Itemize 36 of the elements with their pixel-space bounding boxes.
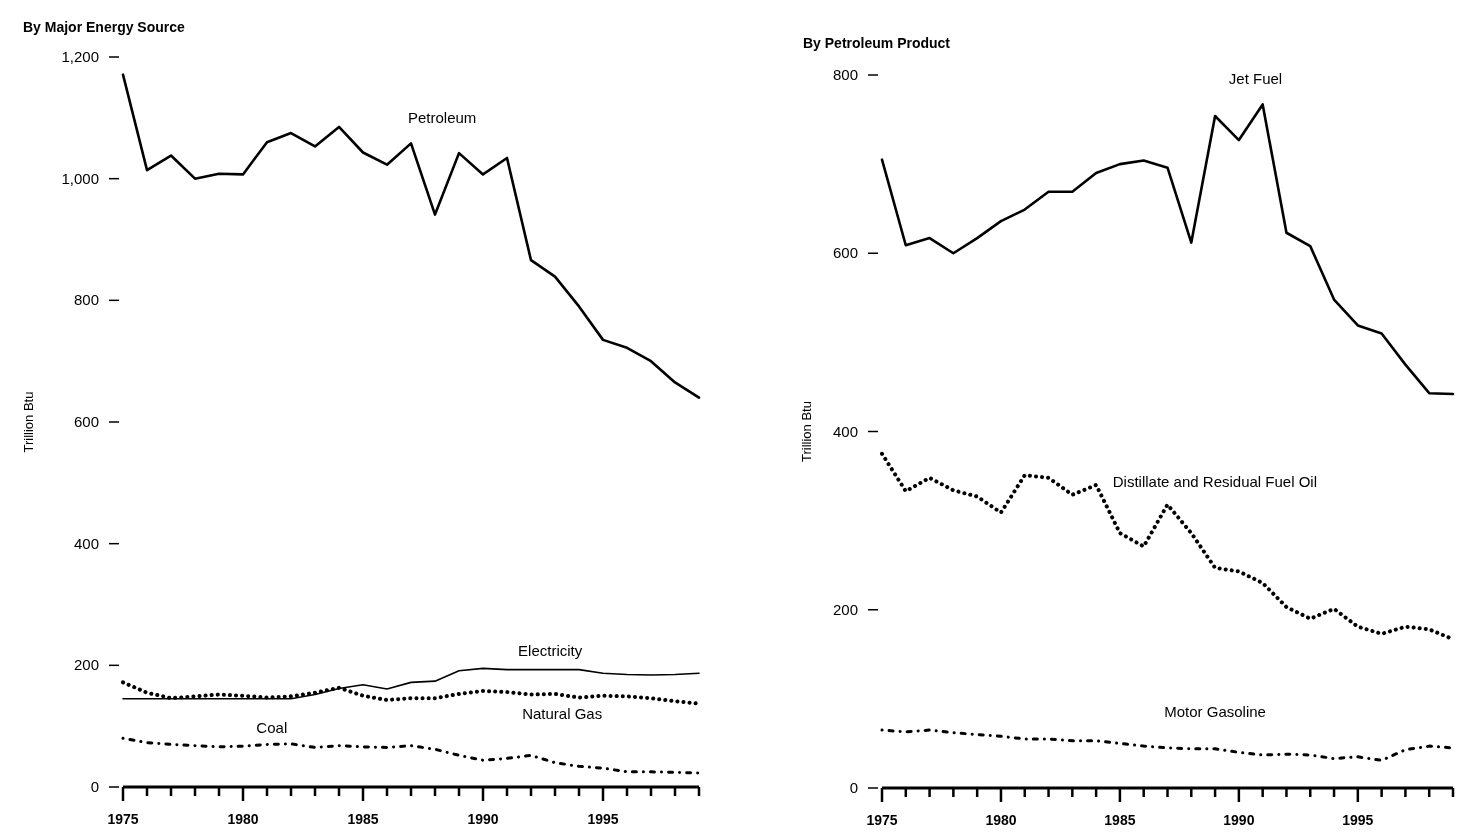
y-tick-label: 600 [832, 244, 858, 262]
series-label: Petroleum [408, 108, 477, 126]
y-tick-label: 1,000 [61, 169, 99, 187]
y-tick-label: 400 [832, 422, 858, 440]
series-label: Electricity [518, 642, 583, 660]
line-series [880, 103, 1455, 396]
y-tick-label: 1,200 [61, 48, 99, 65]
y-tick-label: 0 [90, 778, 99, 795]
x-tick-label: 1980 [985, 812, 1017, 828]
series-label: Coal [256, 719, 288, 737]
y-tick-label: 800 [832, 66, 858, 83]
x-tick-label: 1995 [587, 811, 619, 827]
x-tick-label: 1985 [347, 811, 379, 827]
line-series [121, 73, 701, 399]
x-tick-label: 1990 [1223, 812, 1255, 828]
line-series [121, 736, 701, 775]
y-tick-label: 800 [73, 291, 99, 309]
y-tick-label: 600 [73, 413, 99, 430]
x-tick-label: 1975 [866, 812, 898, 828]
series-label: Distillate and Residual Fuel Oil [1112, 472, 1318, 490]
y-axis-title: Trillion Btu [21, 391, 36, 453]
chart-title: By Petroleum Product [803, 35, 951, 51]
chart-title: By Major Energy Source [23, 19, 186, 35]
x-tick-label: 1985 [1104, 812, 1136, 828]
x-tick-label: 1995 [1342, 812, 1374, 828]
x-tick-label: 1975 [107, 811, 139, 827]
y-tick-label: 0 [849, 779, 858, 796]
series-label: Motor Gasoline [1164, 702, 1266, 720]
series-label: Natural Gas [522, 704, 603, 722]
y-tick-label: 400 [73, 534, 99, 552]
series-label: Jet Fuel [1228, 69, 1283, 87]
y-tick-label: 200 [832, 600, 858, 618]
y-tick-label: 200 [73, 656, 99, 674]
y-axis-title: Trillion Btu [799, 401, 814, 462]
x-tick-label: 1990 [467, 811, 499, 827]
x-tick-label: 1980 [227, 811, 259, 827]
